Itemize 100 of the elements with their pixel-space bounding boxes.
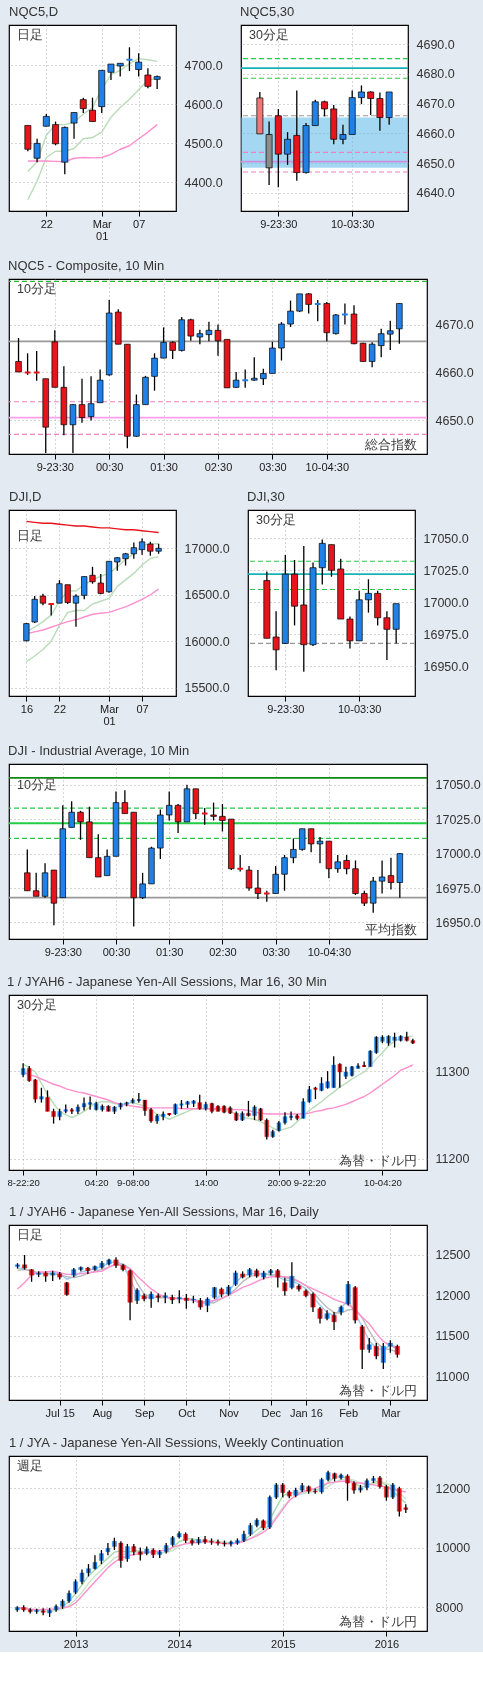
x-tick-label: 10-04:30 [307, 945, 352, 958]
annotation: 為替・ドル円 [339, 1383, 417, 1398]
candlestick [196, 329, 204, 345]
x-tick-label: 9-23:30 [267, 702, 305, 715]
y-tick-label: 4700.0 [184, 58, 223, 73]
candlestick [70, 111, 78, 140]
y-tick-label: 11200 [435, 1152, 470, 1167]
candlestick [205, 321, 213, 342]
candlestick [214, 323, 222, 357]
x-tick-label: 2015 [271, 1637, 296, 1650]
annotation: 10分足 [17, 282, 57, 296]
candlestick [219, 803, 226, 833]
candlestick [15, 337, 22, 373]
x-tick-label: Sep [134, 1406, 155, 1419]
y-tick-label: 4670.0 [416, 97, 455, 112]
candlestick [390, 1482, 396, 1500]
candlestick [365, 578, 372, 614]
y-tick-label: 4660.0 [416, 126, 455, 141]
annotation: 為替・ドル円 [339, 1153, 417, 1168]
chart-title: NQC5 - Composite, 10 Min [8, 258, 165, 273]
x-tick-label: 9-08:00 [117, 1176, 150, 1188]
candlestick [299, 828, 306, 852]
x-tick-label: 01:30 [155, 945, 184, 958]
x-tick-label: 10-04:20 [364, 1176, 402, 1188]
candlestick [317, 1306, 323, 1325]
line-series [27, 123, 158, 163]
candlestick [287, 299, 294, 328]
annotation: 10分足 [17, 778, 57, 792]
x-tick-label: 07 [133, 217, 146, 230]
chart-title: 1 / JYA - Japanese Yen-All Sessions, Weekly Continuation [9, 1435, 344, 1450]
y-tick-label: 16975.0 [435, 881, 481, 896]
x-tick-label: 9-22:20 [293, 1176, 327, 1188]
candlestick [77, 810, 84, 841]
x-tick-label: Mar 01 [92, 217, 113, 242]
candlestick [377, 328, 385, 358]
candlestick [311, 99, 319, 127]
y-tick-label: 11300 [435, 1064, 470, 1079]
y-tick-label: 4650.0 [416, 156, 455, 171]
y-tick-label: 16950.0 [435, 915, 481, 930]
y-tick-label: 11500 [435, 1329, 470, 1344]
y-tick-label: 4640.0 [416, 186, 455, 201]
y-tick-label: 12500 [435, 1248, 471, 1263]
candlestick [40, 1607, 46, 1616]
x-tick-label: Oct [178, 1406, 196, 1419]
x-tick-label: 2014 [167, 1637, 192, 1650]
y-tick-label: 4400.0 [184, 175, 223, 190]
x-tick-label: Mar [381, 1406, 401, 1419]
y-tick-label: 17000.0 [435, 847, 481, 862]
chart-title: DJI,D [9, 489, 42, 504]
x-tick-label: Aug [92, 1406, 113, 1419]
x-tick-label: Jan 16 [289, 1406, 323, 1419]
x-tick-label: 9-23:30 [36, 460, 74, 473]
y-tick-label: 4690.0 [416, 37, 455, 52]
candlestick [121, 789, 129, 815]
candlestick [166, 790, 173, 822]
candlestick [370, 876, 377, 914]
candlestick [343, 854, 350, 875]
chart-title: 1 / JYAH6 - Japanese Yen-All Sessions, Mar 16, 30 Min [6, 974, 327, 989]
candlestick [275, 1268, 281, 1289]
candlestick [338, 1472, 344, 1481]
candlestick [160, 326, 167, 359]
line-series [27, 57, 158, 173]
x-tick-label: Nov [219, 1406, 240, 1419]
y-tick-label: 10000 [435, 1541, 471, 1556]
chart-title: DJI,30 [247, 489, 285, 504]
candlestick [31, 595, 38, 624]
y-tick-label: 11000 [435, 1369, 470, 1384]
x-tick-label: 20:00 [267, 1176, 292, 1188]
chart-title: 1 / JYAH6 - Japanese Yen-All Sessions, Mar 16, Daily [9, 1204, 320, 1219]
y-tick-label: 17050.0 [423, 531, 469, 546]
candlestick [139, 872, 146, 900]
candlestick [346, 615, 354, 650]
candlestick [85, 1266, 91, 1275]
chart-title: NQC5,D [9, 4, 59, 19]
x-tick-label: 8-22:20 [7, 1176, 40, 1188]
y-tick-label: 4680.0 [416, 67, 455, 82]
candlestick [96, 368, 104, 404]
x-tick-label: 2013 [63, 1637, 89, 1650]
x-tick-label: 00:30 [102, 945, 131, 958]
x-tick-label: 04:20 [84, 1176, 109, 1188]
x-tick-label: Feb [339, 1406, 359, 1419]
x-tick-label: 10-04:30 [305, 460, 350, 473]
candlestick [281, 854, 288, 892]
annotation: 為替・ドル円 [339, 1614, 417, 1629]
y-tick-label: 16975.0 [423, 627, 469, 642]
x-tick-label: 2016 [374, 1637, 400, 1650]
x-tick-label: 01:30 [150, 460, 178, 473]
x-tick-label: 03:30 [262, 945, 290, 958]
y-tick-label: 4670.0 [435, 318, 474, 333]
annotation: 日足 [17, 1228, 43, 1242]
candlestick [337, 1062, 342, 1089]
candlestick [324, 1309, 330, 1321]
candlestick [387, 320, 394, 351]
y-tick-label: 4500.0 [184, 136, 223, 151]
candlestick [358, 84, 365, 105]
candlestick [367, 90, 375, 116]
candlestick [141, 1292, 147, 1302]
y-tick-label: 4600.0 [184, 97, 223, 112]
x-tick-label: 9-23:30 [44, 945, 82, 958]
candlestick [352, 1285, 358, 1325]
